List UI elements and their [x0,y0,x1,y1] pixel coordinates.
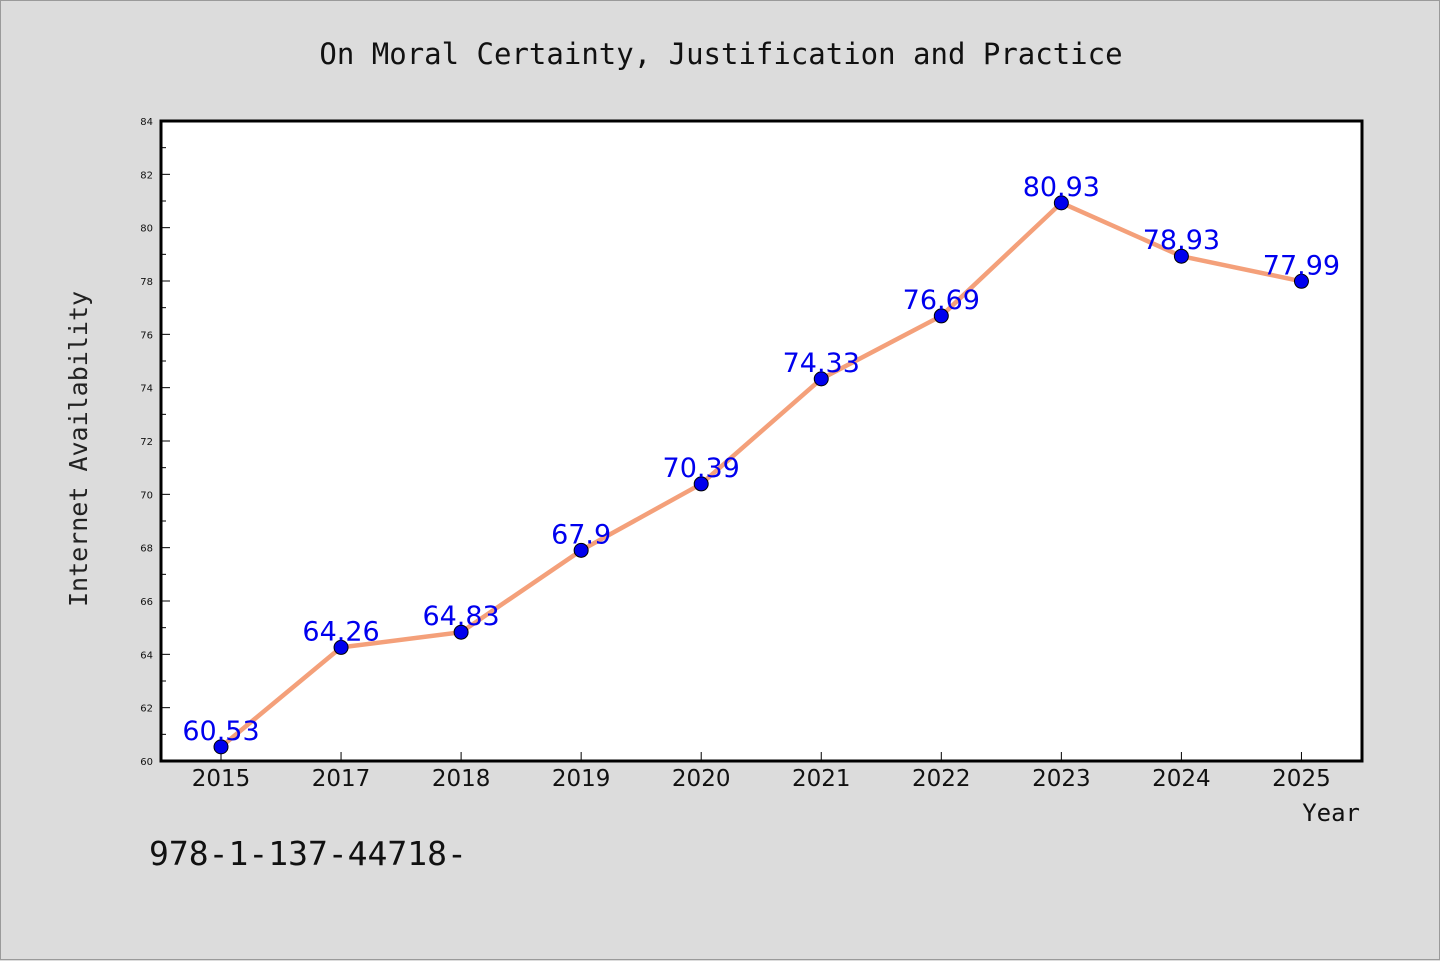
x-axis: 2015 2017 2018 2019 2020 2021 2022 2023 2024 2025 [192,752,1331,792]
x-axis-label: Year [1302,799,1360,827]
data-point [1053,195,1069,211]
x-tick-label: 2018 [432,766,491,792]
x-tick-label: 2021 [792,766,851,792]
data-label: 77.99 [1263,250,1340,281]
x-tick-label: 2017 [312,766,371,792]
y-tick-label: 72 [140,437,153,448]
x-tick-label: 2023 [1032,766,1091,792]
x-tick-label: 2025 [1272,766,1331,792]
y-tick-label: 80 [140,224,153,235]
data-label: 64.26 [302,616,379,647]
y-tick-label: 76 [140,330,153,341]
data-label: 78.93 [1143,225,1220,256]
data-point [1173,248,1189,264]
data-point [453,624,469,640]
chart-title: On Moral Certainty, Justification and Pr… [319,37,1122,71]
x-tick-label: 2015 [192,766,251,792]
data-label: 76.69 [903,285,980,316]
y-axis: 60 62 64 66 68 70 72 74 76 78 80 82 84 [140,117,170,768]
data-point [573,542,589,558]
y-tick-label: 64 [140,650,153,661]
y-tick-label: 62 [140,704,153,715]
series-line [219,200,1302,749]
x-tick-label: 2019 [552,766,611,792]
plot-area [159,119,1364,763]
y-tick-label: 70 [140,490,153,501]
y-tick-label: 84 [140,117,153,128]
y-tick-label: 78 [140,277,153,288]
data-point [213,739,229,755]
series: 60.53 64.26 64.83 67.9 70.39 74.33 76.69 80.93 7… [182,172,1340,755]
y-tick-label: 66 [140,597,153,608]
y-tick-label: 68 [140,544,153,555]
data-point [813,371,829,387]
x-tick-label: 2020 [672,766,731,792]
y-tick-label: 74 [140,384,153,395]
x-tick-label: 2024 [1152,766,1211,792]
y-axis-label: Internet Availability [64,291,93,607]
data-label: 80.93 [1023,172,1100,203]
y-tick-label: 82 [140,170,153,181]
data-point [1293,273,1309,289]
data-point [333,639,349,655]
y-tick-label: 60 [140,757,153,768]
x-tick-label: 2022 [912,766,971,792]
data-point [693,476,709,492]
data-point [933,308,949,324]
data-label: 74.33 [783,348,860,379]
data-label: 64.83 [422,601,499,632]
data-label: 60.53 [182,716,259,747]
data-label: 70.39 [663,453,740,484]
data-label: 67.9 [551,519,611,550]
isbn-annotation: 978-1-137-44718- [149,834,467,873]
